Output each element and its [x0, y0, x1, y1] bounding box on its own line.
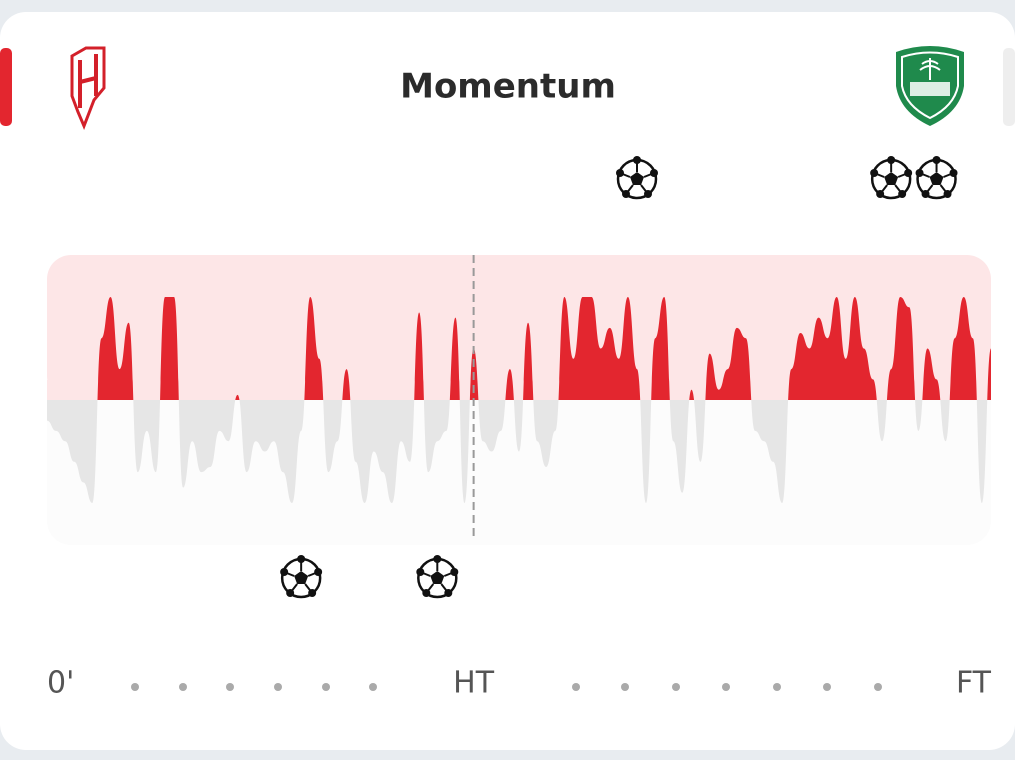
timeline-dot — [274, 683, 282, 691]
ball-patch — [929, 172, 944, 185]
x-tick-label: FT — [956, 666, 992, 701]
ball-edge-patch — [616, 169, 624, 177]
ball-edge-patch — [898, 190, 907, 198]
ball-edge-patch — [444, 589, 453, 597]
goal-icon — [416, 555, 459, 599]
momentum-area-negative — [47, 400, 991, 503]
x-tick-label: 0' — [47, 666, 74, 701]
ball-edge-patch — [932, 156, 941, 164]
ball-patch — [630, 172, 644, 185]
tab-indicator — [0, 48, 12, 126]
goal-icon — [616, 156, 658, 200]
ball-edge-patch — [949, 169, 958, 177]
ball-patch — [884, 172, 899, 185]
timeline-dot — [773, 683, 781, 691]
ball-edge-patch — [921, 190, 930, 198]
ball-edge-patch — [870, 169, 879, 177]
timeline-dot — [322, 683, 330, 691]
ball-patch — [294, 571, 309, 584]
ball-edge-patch — [887, 156, 896, 164]
timeline-dot — [179, 683, 187, 691]
ball-edge-patch — [633, 156, 641, 164]
away-team-logo[interactable] — [896, 46, 964, 126]
ball-edge-patch — [297, 555, 306, 563]
chart-title: Momentum — [400, 67, 616, 107]
ball-edge-patch — [943, 190, 952, 198]
timeline-dot — [226, 683, 234, 691]
ball-patch — [430, 571, 445, 584]
timeline-dot — [621, 683, 629, 691]
timeline-dot — [874, 683, 882, 691]
ball-edge-patch — [308, 589, 317, 597]
home-team-logo[interactable] — [70, 46, 106, 130]
ball-edge-patch — [433, 555, 442, 563]
ball-edge-patch — [416, 568, 425, 576]
top-band — [47, 255, 991, 400]
ball-edge-patch — [622, 190, 630, 198]
goal-icon — [870, 156, 913, 200]
ball-edge-patch — [876, 190, 885, 198]
x-tick-label: HT — [453, 666, 495, 701]
momentum-area-positive — [47, 297, 991, 400]
tab-indicator — [1003, 48, 1015, 126]
ball-edge-patch — [644, 190, 652, 198]
ball-edge-patch — [280, 568, 289, 576]
timeline-dot — [823, 683, 831, 691]
ball-edge-patch — [450, 568, 459, 576]
ball-edge-patch — [650, 169, 658, 177]
timeline-dot — [672, 683, 680, 691]
ball-edge-patch — [314, 568, 323, 576]
goal-icon — [280, 555, 323, 599]
timeline-dot — [131, 683, 139, 691]
ball-edge-patch — [422, 589, 431, 597]
timeline-dot — [722, 683, 730, 691]
goal-icon — [915, 156, 958, 200]
timeline-dot — [369, 683, 377, 691]
timeline-dot — [572, 683, 580, 691]
ball-edge-patch — [904, 169, 913, 177]
ball-edge-patch — [915, 169, 924, 177]
ball-edge-patch — [286, 589, 295, 597]
